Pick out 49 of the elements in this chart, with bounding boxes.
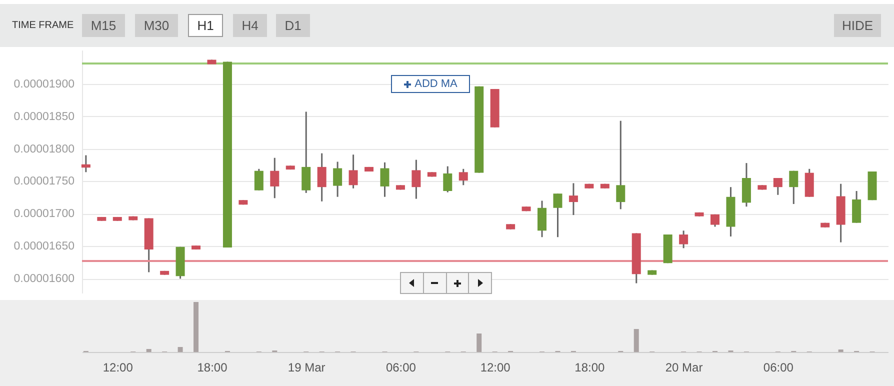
x-tick-label: 18:00 — [197, 360, 228, 374]
candlestick — [254, 168, 264, 192]
candlestick — [380, 162, 390, 198]
add-button: ADD MA — [391, 75, 470, 93]
x-tick-label: 12:00 — [480, 360, 511, 374]
text: M30 — [135, 14, 178, 37]
candlestick — [553, 192, 562, 238]
x-tick-label: 18:00 — [574, 360, 606, 374]
y-tick-label: 0.00001650 — [14, 240, 74, 253]
bar — [634, 329, 639, 352]
y-tick-label: 0.00001750 — [14, 176, 74, 188]
bar — [476, 334, 482, 352]
candlestick — [616, 120, 626, 210]
candlestick — [270, 157, 280, 199]
text: TIME FRAME — [12, 19, 74, 33]
candlestick — [302, 110, 311, 194]
candlestick — [852, 190, 862, 224]
text: H1 — [188, 14, 223, 37]
y-tick-label: 0.00001900 — [14, 78, 74, 90]
annotation: ADD MA — [414, 77, 458, 92]
bar — [146, 349, 152, 352]
y-tick-label: 0.00001850 — [14, 110, 74, 123]
candlestick — [710, 214, 720, 228]
candlestick — [773, 177, 782, 196]
candlestick — [317, 152, 326, 202]
candlestick — [412, 159, 421, 200]
bar — [194, 302, 199, 352]
candlestick — [333, 161, 342, 198]
candlestick — [443, 166, 452, 194]
candlestick — [458, 168, 468, 186]
x-tick-label: 19 Mar — [288, 360, 326, 374]
candlestick — [789, 170, 798, 205]
x-tick-label: 12:00 — [102, 360, 134, 374]
bar — [178, 347, 183, 352]
x-tick-label: 06:00 — [763, 360, 794, 374]
y-tick-label: 0.00001700 — [14, 208, 74, 220]
text: M15 — [82, 14, 125, 37]
candlestick — [568, 182, 578, 216]
candlestick — [679, 230, 688, 249]
x-tick-label: 20 Mar — [665, 360, 703, 374]
text: D1 — [276, 14, 310, 37]
text: HIDE — [834, 14, 881, 37]
candlestick — [348, 154, 358, 190]
x-tick-label: 06:00 — [386, 360, 416, 374]
candlestick — [81, 154, 90, 173]
candlestick — [538, 200, 547, 238]
y-tick-label: 0.00001800 — [14, 143, 74, 156]
text: H4 — [233, 14, 267, 37]
y-tick-label: 0.00001600 — [14, 273, 74, 286]
